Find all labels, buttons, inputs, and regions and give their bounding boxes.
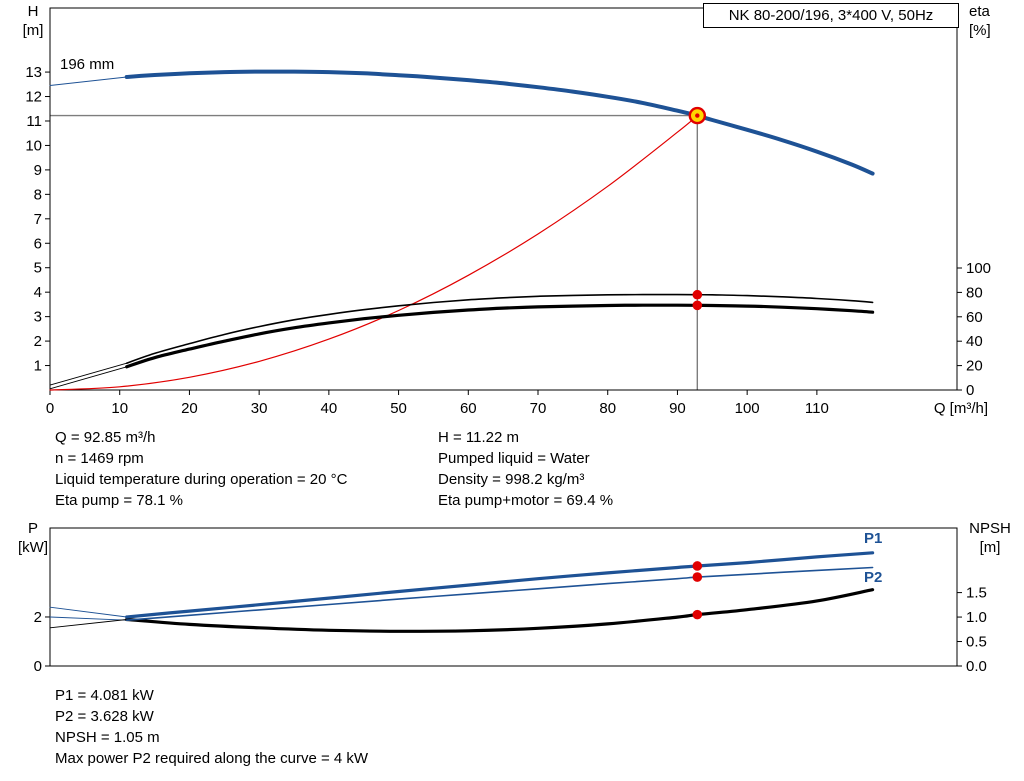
info-speed: n = 1469 rpm (55, 450, 144, 467)
x-tick-label: 40 (321, 400, 338, 417)
info-p2: P2 = 3.628 kW (55, 708, 154, 725)
npsh-axis-title: NPSH [m] (962, 519, 1018, 557)
info-p1: P1 = 4.081 kW (55, 687, 154, 704)
left-tick-label: 8 (34, 186, 42, 203)
x-tick-label: 60 (460, 400, 477, 417)
npsh-duty-dot (692, 609, 703, 620)
right-tick-label: 1.5 (966, 585, 987, 602)
p1-leader (49, 606, 128, 618)
left-tick-label: 11 (26, 113, 42, 130)
operating-data-left-column: Q = 92.85 m³/h n = 1469 rpm Liquid tempe… (55, 427, 347, 511)
eta-axis-title-line1: eta (969, 3, 990, 20)
left-tick-label: 4 (34, 284, 42, 301)
pump-model-title-box: NK 80-200/196, 3*400 V, 50Hz (703, 3, 959, 28)
plot-border (49, 527, 958, 667)
eta-axis-title-line2: [%] (969, 22, 991, 39)
eta-axis-title: eta [%] (969, 2, 1015, 40)
left-tick-label: 9 (34, 162, 42, 179)
right-tick-label: 0.5 (966, 634, 987, 651)
info-pumped-liquid: Pumped liquid = Water (438, 450, 590, 467)
plot-border (49, 7, 958, 391)
p1-curve (125, 551, 875, 619)
pump-curve-leader (49, 76, 128, 86)
x-tick-label: 110 (805, 400, 829, 417)
right-tick-label: 100 (966, 260, 991, 277)
p-axis-title: P [kW] (14, 519, 52, 557)
eta-pump-motor-duty-dot (692, 300, 703, 311)
h-axis-title: H [m] (16, 2, 50, 40)
right-tick-label: 1.0 (966, 609, 987, 626)
info-density: Density = 998.2 kg/m³ (438, 471, 585, 488)
left-tick-label: 13 (25, 64, 42, 81)
left-tick-label: 10 (25, 137, 42, 154)
left-tick-label: 3 (34, 309, 42, 326)
pump-model-title: NK 80-200/196, 3*400 V, 50Hz (728, 7, 934, 24)
x-tick-label: 30 (251, 400, 268, 417)
x-tick-label: 10 (111, 400, 128, 417)
right-tick-label: 0 (966, 382, 974, 399)
h-axis-title-line1: H (27, 3, 39, 20)
x-tick-label: 70 (530, 400, 547, 417)
p1-duty-dot (692, 561, 703, 571)
power-npsh-chart: 0 2 0.0 0.5 1.0 1.5 (34, 527, 987, 675)
power-data-block: P1 = 4.081 kW P2 = 3.628 kW NPSH = 1.05 … (55, 685, 368, 769)
x-tick-label: 80 (599, 400, 616, 417)
duty-point-marker-center (695, 113, 700, 118)
npsh-axis-title-line1: NPSH (969, 520, 1011, 537)
left-tick-label: 1 (34, 358, 42, 375)
system-curve (49, 115, 698, 391)
left-tick-label: 6 (34, 235, 42, 252)
left-tick-label: 5 (34, 260, 42, 277)
p-axis-title-line2: [kW] (18, 539, 48, 556)
npsh-axis-title-line2: [m] (979, 539, 1001, 556)
p2-leader (49, 616, 128, 621)
p1-curve-label: P1 (864, 530, 883, 547)
left-tick-label: 0 (34, 658, 42, 675)
info-head: H = 11.22 m (438, 429, 520, 446)
right-tick-label: 80 (966, 284, 983, 301)
p2-curve-label: P2 (864, 569, 883, 586)
p2-duty-dot (692, 572, 703, 582)
x-tick-label: 50 (390, 400, 407, 417)
q-axis-title: Q [m³/h] (933, 400, 988, 417)
eta-pump-curve (125, 293, 874, 364)
left-tick-label: 7 (34, 211, 42, 228)
right-tick-label: 40 (966, 333, 983, 350)
info-eta-pump-motor: Eta pump+motor = 69.4 % (438, 492, 614, 509)
x-tick-label: 0 (46, 400, 54, 417)
right-tick-label: 0.0 (966, 658, 987, 675)
info-max-power: Max power P2 required along the curve = … (55, 750, 369, 767)
impeller-diameter-label: 196 mm (60, 56, 115, 73)
eta-pump-duty-dot (692, 289, 703, 300)
npsh-curve (125, 588, 875, 633)
eta-pump-motor-leader (49, 366, 128, 390)
operating-data-right-column: H = 11.22 m Pumped liquid = Water Densit… (438, 427, 613, 511)
x-tick-label: 100 (735, 400, 760, 417)
pump-curve-196mm (124, 69, 875, 176)
left-tick-label: 2 (34, 609, 42, 626)
eta-pump-leader (49, 362, 128, 386)
eta-pump-motor-curve (125, 303, 875, 369)
info-eta-pump: Eta pump = 78.1 % (55, 492, 183, 509)
right-tick-label: 20 (966, 358, 983, 375)
h-axis-title-line2: [m] (22, 22, 44, 39)
left-tick-label: 12 (25, 89, 42, 106)
info-npsh: NPSH = 1.05 m (55, 729, 160, 746)
p-axis-title-line1: P (27, 520, 38, 537)
info-flow: Q = 92.85 m³/h (55, 429, 156, 446)
npsh-leader (49, 619, 128, 629)
right-tick-label: 60 (966, 309, 983, 326)
x-tick-label: 90 (669, 400, 686, 417)
x-tick-label: 20 (181, 400, 198, 417)
p2-curve (125, 566, 874, 621)
info-liquid-temperature: Liquid temperature during operation = 20… (55, 471, 348, 488)
left-tick-label: 2 (34, 333, 42, 350)
